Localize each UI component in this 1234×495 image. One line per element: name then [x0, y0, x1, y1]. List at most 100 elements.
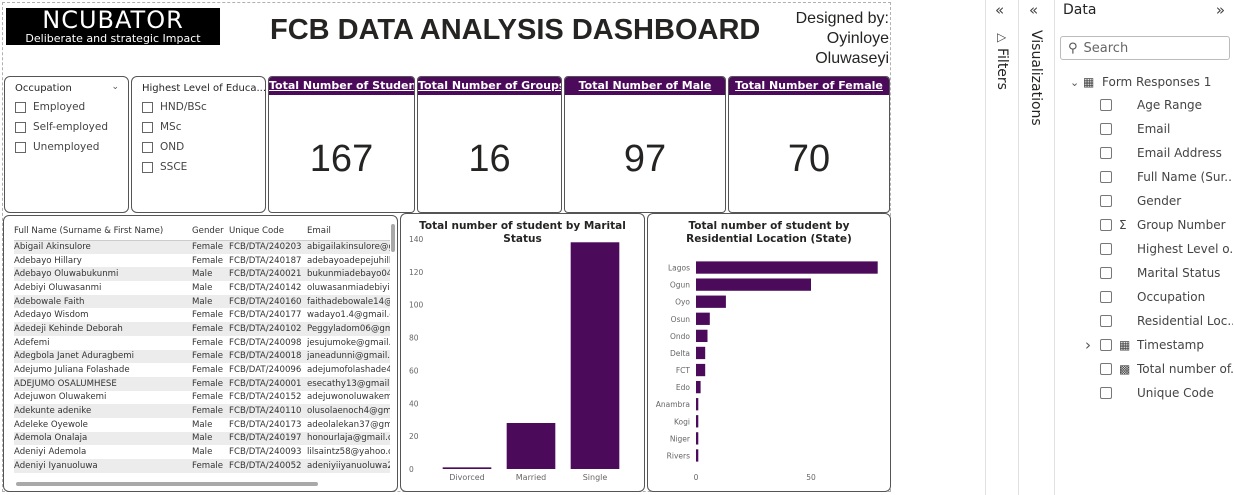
slicer-option-self-employed[interactable]: Self-employed [5, 117, 128, 137]
table-row[interactable]: Adejuwon Oluwakemi Female FCB/DTA/240152 ad… [14, 391, 390, 405]
checkbox[interactable] [142, 161, 153, 173]
checkbox[interactable] [142, 141, 153, 153]
table-row[interactable]: Ademola Onalaja Male FCB/DTA/240197 honourl… [14, 431, 390, 446]
visualizations-label[interactable]: Visualizations [1028, 30, 1044, 126]
card-value: 167 [309, 138, 374, 180]
table-row[interactable]: Adeniyi Iyanuoluwa Female FCB/DTA/240052 ad… [14, 459, 390, 473]
filters-label[interactable]: Filters [994, 48, 1010, 90]
table-row[interactable]: Adeleke Oyewole Male FCB/DTA/240173 adeolal… [14, 418, 390, 432]
card-total-groups[interactable]: Total Number of Groups 16 [417, 76, 562, 213]
option-label: Employed [33, 101, 86, 113]
x-tick-label: Divorced [449, 473, 485, 482]
slicer-option-employed[interactable]: Employed [5, 97, 128, 117]
table-row[interactable]: Adebowale Faith Male FCB/DTA/240160 faithad… [14, 294, 390, 309]
column-header[interactable]: Full Name (Surname & First Name) [14, 222, 192, 241]
field-checkbox[interactable] [1100, 363, 1112, 375]
field-item[interactable]: Σ Group Number [1055, 213, 1234, 237]
table-cell: esecathy13@gmail.com [307, 378, 390, 389]
field-checkbox[interactable] [1100, 291, 1112, 303]
field-item[interactable]: › ▦ Timestamp [1055, 333, 1234, 357]
checkbox[interactable] [142, 121, 153, 133]
field-checkbox[interactable] [1100, 267, 1112, 279]
card-total-female[interactable]: Total Number of Female 70 [728, 76, 890, 213]
card-total-male[interactable]: Total Number of Male 97 [564, 76, 726, 213]
table-row[interactable]: Adebayo Oluwabukunmi Male FCB/DTA/240021 bu… [14, 267, 390, 282]
table-cell: Adedeji Kehinde Deborah [14, 323, 123, 334]
field-checkbox[interactable] [1100, 315, 1112, 327]
report-canvas: NCUBATOR Deliberate and strategic Impact… [2, 2, 891, 492]
slicer-option-ssce[interactable]: SSCE [132, 157, 265, 177]
table-row[interactable]: Adedayo Wisdom Female FCB/DTA/240177 wadayo… [14, 308, 390, 322]
table-cell: FCB/DTA/240142 [229, 282, 302, 293]
table-cell: Abigail Akinsulore [14, 242, 91, 253]
table-cell: Female [192, 323, 224, 334]
field-item[interactable]: Full Name (Sur... [1055, 165, 1234, 189]
field-checkbox[interactable] [1100, 243, 1112, 255]
column-header[interactable]: Email [307, 222, 390, 241]
column-header[interactable]: Unique Code [229, 222, 307, 241]
slicer-option-ond[interactable]: OND [132, 137, 265, 157]
table-row[interactable]: Adejumo Juliana Folashade Female FCB/DAT/2… [14, 363, 390, 377]
y-tick-label: Osun [671, 315, 691, 324]
vertical-scrollbar[interactable] [391, 224, 395, 252]
table-cell: Male [192, 447, 213, 458]
field-item[interactable]: Residential Loc... [1055, 309, 1234, 333]
y-tick-label: Oyo [675, 298, 690, 307]
table-row[interactable]: Adefemi Female FCB/DTA/240098 jesujumoke@gm… [14, 336, 390, 350]
field-item[interactable]: Marital Status [1055, 261, 1234, 285]
filters-pane[interactable]: « ▷ Filters [986, 0, 1019, 495]
table-cell: adeniyiiyanuoluwa21@gmail.com [307, 460, 390, 471]
checkbox[interactable] [15, 141, 26, 153]
field-item[interactable]: ▩ Total number of... [1055, 357, 1234, 381]
checkbox[interactable] [142, 101, 153, 113]
field-item[interactable]: Email Address [1055, 141, 1234, 165]
field-checkbox[interactable] [1100, 99, 1112, 111]
field-checkbox[interactable] [1100, 147, 1112, 159]
field-item[interactable]: Occupation [1055, 285, 1234, 309]
field-checkbox[interactable] [1100, 123, 1112, 135]
field-item[interactable]: Unique Code [1055, 381, 1234, 405]
y-tick-label: FCT [676, 366, 691, 375]
field-checkbox[interactable] [1100, 387, 1112, 399]
field-item[interactable]: Highest Level o... [1055, 237, 1234, 261]
table-row[interactable]: Adedeji Kehinde Deborah Female FCB/DTA/240… [14, 322, 390, 336]
y-tick-label: Ondo [670, 332, 690, 341]
search-placeholder: Search [1083, 40, 1129, 56]
table-row[interactable]: ADEJUMO OSALUMHESE Female FCB/DTA/240001 es… [14, 376, 390, 391]
table-row[interactable]: Adebayo Hillary Female FCB/DTA/240187 adeba… [14, 254, 390, 268]
collapse-icon[interactable]: « [1029, 1, 1039, 19]
checkbox[interactable] [15, 121, 26, 133]
table-row[interactable]: Adegbola Janet Aduragbemi Female FCB/DTA/2… [14, 349, 390, 364]
visualizations-pane[interactable]: « Visualizations [1019, 0, 1055, 495]
slicer-option-hnd-bsc[interactable]: HND/BSc [132, 97, 265, 117]
table-name: Form Responses 1 [1102, 75, 1212, 89]
table-row[interactable]: Adekunte adenike Female FCB/DTA/240110 olus… [14, 404, 390, 418]
field-checkbox[interactable] [1100, 219, 1112, 231]
field-item[interactable]: Age Range [1055, 93, 1234, 117]
table-row[interactable]: Adebiyi Oluwasanmi Male FCB/DTA/240142 oluw… [14, 281, 390, 295]
slicer-title: Highest Level of Educa... [142, 83, 265, 94]
field-checkbox[interactable] [1100, 339, 1112, 351]
table-cell: FCB/DTA/240203 [229, 242, 302, 253]
field-checkbox[interactable] [1100, 195, 1112, 207]
slicer-option-msc[interactable]: MSc [132, 117, 265, 137]
horizontal-scrollbar[interactable] [16, 482, 318, 486]
column-header[interactable]: Gender [192, 222, 229, 241]
table-node-form-responses[interactable]: ⌄ ▦ Form Responses 1 [1055, 70, 1234, 94]
table-cell: FCB/DTA/240160 [229, 296, 302, 307]
table-cell: FCB/DTA/240001 [229, 378, 302, 389]
checkbox[interactable] [15, 101, 26, 113]
field-item[interactable]: Gender [1055, 189, 1234, 213]
field-checkbox[interactable] [1100, 171, 1112, 183]
field-item[interactable]: Email [1055, 117, 1234, 141]
chevron-down-icon[interactable]: ⌄ [111, 82, 119, 92]
chevron-down-icon[interactable]: ⌄ [1070, 75, 1080, 89]
card-total-students[interactable]: Total Number of Students 167 [268, 76, 415, 213]
table-row[interactable]: Adeniyi Ademola Male FCB/DTA/240093 lilsain… [14, 445, 390, 459]
chevron-right-icon[interactable]: › [1085, 336, 1091, 354]
search-input[interactable]: ⚲ Search [1060, 36, 1230, 60]
slicer-option-unemployed[interactable]: Unemployed [5, 137, 128, 157]
expand-icon[interactable]: » [1215, 1, 1225, 19]
collapse-icon[interactable]: « [995, 1, 1005, 19]
table-row[interactable]: Abigail Akinsulore Female FCB/DTA/240203 ab… [14, 240, 390, 254]
